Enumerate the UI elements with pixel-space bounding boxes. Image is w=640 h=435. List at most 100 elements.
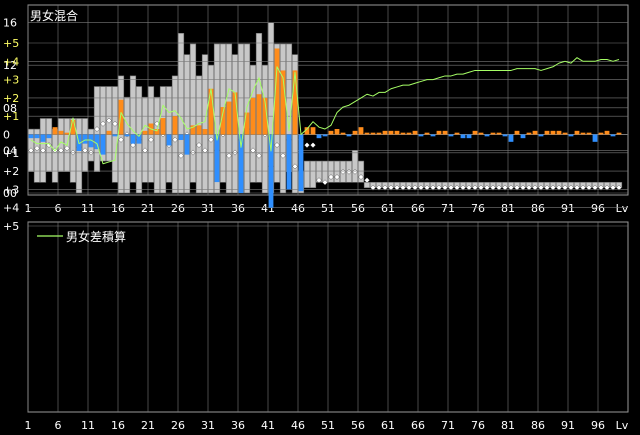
female-bar (586, 132, 592, 135)
female-bar (406, 132, 412, 135)
x-axis-suffix-label: Lv (616, 202, 629, 215)
female-bar (364, 132, 370, 135)
female-bar (58, 130, 64, 135)
average-marker (550, 184, 556, 191)
y-tick-label: +3 (3, 183, 19, 196)
x-tick-label: 21 (141, 202, 155, 215)
x-tick-label: 16 (111, 419, 125, 432)
average-marker (148, 136, 154, 143)
average-marker (130, 142, 136, 148)
average-marker (562, 184, 568, 191)
x-tick-label: 86 (531, 419, 545, 432)
x-tick-label: 51 (321, 419, 335, 432)
female-bar (310, 127, 316, 135)
female-bar (232, 92, 238, 135)
female-bar (172, 116, 178, 135)
x-tick-label: 56 (351, 202, 365, 215)
female-bar (328, 130, 334, 135)
average-marker (592, 184, 598, 191)
bottom-cumulative-line-group (30, 57, 620, 165)
legend-label: 男女差積算 (66, 229, 126, 244)
average-marker (466, 184, 472, 191)
bottom-diff-bars (28, 48, 622, 208)
female-bar (370, 132, 376, 135)
average-marker (34, 145, 40, 152)
bottom-y-axis: +5 +4 +3 +2 +1 0 +1 +2 +3 +4 +5 (3, 37, 19, 233)
female-bar (52, 127, 58, 135)
average-marker (538, 184, 544, 191)
male-bar (610, 134, 616, 137)
average-marker (472, 184, 478, 191)
range-bar (141, 96, 149, 183)
average-marker (616, 184, 622, 191)
y-tick-label: +4 (3, 202, 19, 215)
average-marker (370, 184, 376, 191)
average-marker (490, 184, 496, 191)
x-tick-label: 81 (501, 202, 515, 215)
male-bar (166, 134, 172, 146)
female-bar (472, 130, 478, 135)
male-bar (508, 134, 514, 142)
female-bar (190, 125, 196, 135)
y-tick-label: 00 (3, 187, 17, 200)
range-bar (201, 54, 209, 194)
range-bar (75, 118, 83, 194)
female-bar (526, 132, 532, 135)
female-bar (598, 132, 604, 135)
x-tick-label: 46 (291, 202, 305, 215)
female-bar (280, 70, 286, 135)
average-marker (424, 184, 430, 191)
male-bar (184, 134, 190, 155)
x-tick-label: 41 (261, 419, 275, 432)
average-marker (394, 184, 400, 191)
x-tick-label: 6 (55, 202, 62, 215)
x-tick-label: 76 (471, 419, 485, 432)
x-tick-label: 1 (25, 419, 32, 432)
range-bar (177, 32, 185, 194)
male-bar (460, 134, 466, 139)
female-bar (208, 88, 214, 135)
average-marker (280, 152, 286, 159)
female-bar (304, 127, 310, 135)
range-bar (351, 150, 359, 183)
female-bar (394, 130, 400, 135)
top-panel-title: 男女混合 (30, 8, 78, 23)
legend: 男女差積算 (37, 229, 126, 244)
average-marker (406, 184, 412, 191)
average-marker (382, 184, 388, 191)
average-marker (310, 142, 316, 148)
average-marker (388, 184, 394, 191)
female-bar (70, 119, 76, 135)
y-tick-label: +2 (3, 165, 19, 178)
range-bar (105, 86, 113, 162)
range-bar (303, 160, 311, 188)
female-bar (436, 130, 442, 135)
bottom-panel: 男女差積算 +5+4+3+2+10+1+2+3+4+5 1 6 11 16 21 26 31… (3, 37, 629, 432)
range-bar (129, 75, 137, 183)
male-bar (124, 134, 130, 137)
average-marker (454, 184, 460, 191)
female-bar (358, 127, 364, 135)
average-marker (328, 174, 334, 180)
average-marker (364, 177, 370, 184)
female-bar (604, 130, 610, 135)
x-tick-label: 61 (381, 419, 395, 432)
male-bar (502, 134, 508, 137)
average-marker (574, 184, 580, 191)
female-bar (154, 129, 160, 135)
male-bar (82, 134, 88, 144)
range-bar (33, 128, 41, 183)
average-marker (418, 184, 424, 191)
female-bar (106, 130, 112, 135)
x-tick-label: 36 (231, 419, 245, 432)
x-tick-label: 76 (471, 202, 485, 215)
average-marker (436, 184, 442, 191)
female-bar (490, 132, 496, 135)
x-tick-label: 66 (411, 419, 425, 432)
average-marker (112, 120, 118, 127)
x-tick-label: 1 (25, 202, 32, 215)
female-bar (64, 132, 70, 135)
average-marker (292, 163, 298, 170)
y-tick-label: 12 (3, 59, 17, 72)
x-tick-label: 96 (591, 419, 605, 432)
